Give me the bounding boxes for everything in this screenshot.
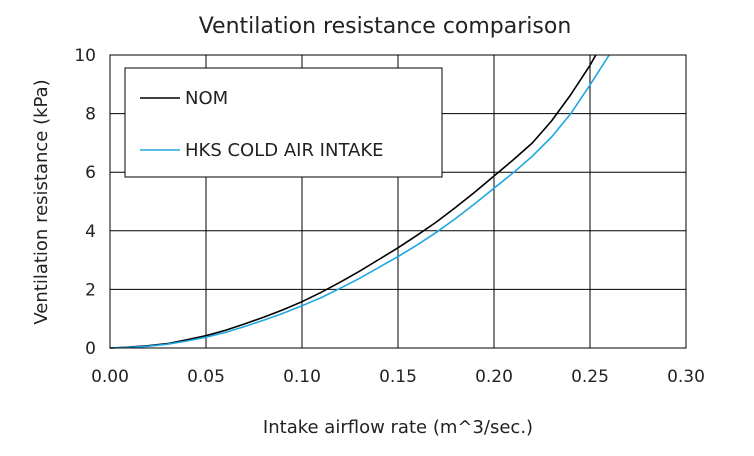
y-tick-label: 10 [74,46,96,66]
y-axis-label: Ventilation resistance (kPa) [31,79,52,324]
x-tick-label: 0.20 [475,367,513,387]
y-tick-label: 6 [85,163,96,183]
series-line-nom [109,54,597,349]
plot-frame [109,54,687,349]
x-tick-labels: 0.00 0.05 0.10 0.15 0.20 0.25 0.30 [91,367,705,387]
x-tick-label: 0.00 [91,367,129,387]
series-line-hks-cold-air-intake [109,54,610,349]
x-tick-label: 0.25 [571,367,609,387]
x-tick-label: 0.10 [283,367,321,387]
x-tick-label: 0.30 [667,367,705,387]
legend-box [124,67,443,178]
chart-title: Ventilation resistance comparison [199,14,572,39]
legend-label-hks: HKS COLD AIR INTAKE [185,140,384,161]
y-tick-label: 8 [85,105,96,125]
y-tick-label: 4 [85,222,96,242]
x-tick-label: 0.15 [379,367,417,387]
x-tick-label: 0.05 [187,367,225,387]
y-tick-label: 2 [85,280,96,300]
y-tick-label: 0 [85,339,96,359]
x-axis-label: Intake airflow rate (m^3/sec.) [263,417,533,438]
legend: NOM HKS COLD AIR INTAKE [124,67,443,178]
legend-label-nom: NOM [185,88,228,109]
y-tick-labels: 0 2 4 6 8 10 [74,46,96,359]
series-layer [109,54,610,349]
